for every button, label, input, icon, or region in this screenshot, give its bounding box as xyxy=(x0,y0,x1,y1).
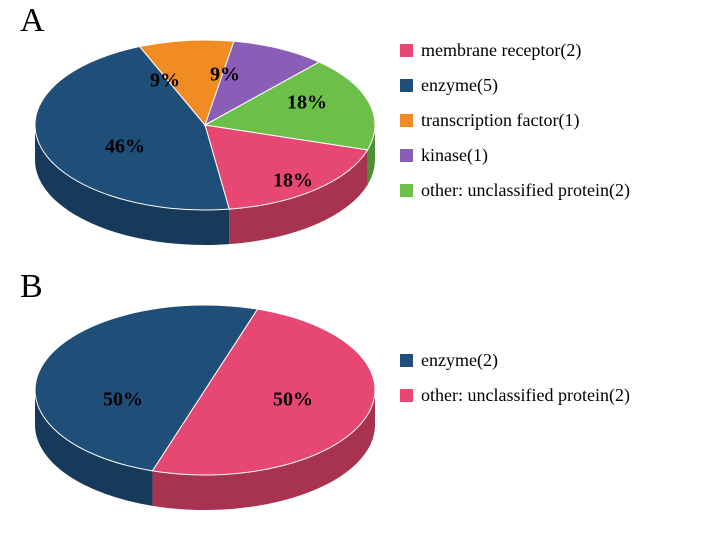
legend-a: membrane receptor(2) enzyme(5) transcrip… xyxy=(400,40,630,201)
legend-swatch xyxy=(400,354,413,367)
pie-svg-a xyxy=(15,25,385,265)
legend-item-a-2: transcription factor(1) xyxy=(400,110,630,131)
legend-text: enzyme(2) xyxy=(421,350,498,371)
legend-item-b-1: other: unclassified protein(2) xyxy=(400,385,630,406)
pie-chart-a: 18% 46% 9% 9% 18% xyxy=(15,25,385,265)
slice-label-a-1: 46% xyxy=(105,136,145,159)
slice-label-a-3: 9% xyxy=(210,64,240,87)
legend-item-b-0: enzyme(2) xyxy=(400,350,630,371)
legend-text: kinase(1) xyxy=(421,145,488,166)
legend-item-a-4: other: unclassified protein(2) xyxy=(400,180,630,201)
legend-item-a-0: membrane receptor(2) xyxy=(400,40,630,61)
legend-item-a-1: enzyme(5) xyxy=(400,75,630,96)
slice-label-b-0: 50% xyxy=(273,389,313,412)
legend-swatch xyxy=(400,184,413,197)
slice-label-a-2: 9% xyxy=(150,70,180,93)
legend-b: enzyme(2) other: unclassified protein(2) xyxy=(400,350,630,406)
legend-text: membrane receptor(2) xyxy=(421,40,581,61)
legend-swatch xyxy=(400,389,413,402)
pie-chart-b: 50% 50% xyxy=(15,290,385,530)
legend-swatch xyxy=(400,79,413,92)
legend-text: enzyme(5) xyxy=(421,75,498,96)
legend-swatch xyxy=(400,114,413,127)
legend-text: transcription factor(1) xyxy=(421,110,579,131)
legend-text: other: unclassified protein(2) xyxy=(421,180,630,201)
slice-label-b-1: 50% xyxy=(103,389,143,412)
legend-item-a-3: kinase(1) xyxy=(400,145,630,166)
legend-text: other: unclassified protein(2) xyxy=(421,385,630,406)
slice-label-a-0: 18% xyxy=(273,170,313,193)
slice-label-a-4: 18% xyxy=(287,92,327,115)
legend-swatch xyxy=(400,44,413,57)
legend-swatch xyxy=(400,149,413,162)
pie-svg-b xyxy=(15,290,385,530)
